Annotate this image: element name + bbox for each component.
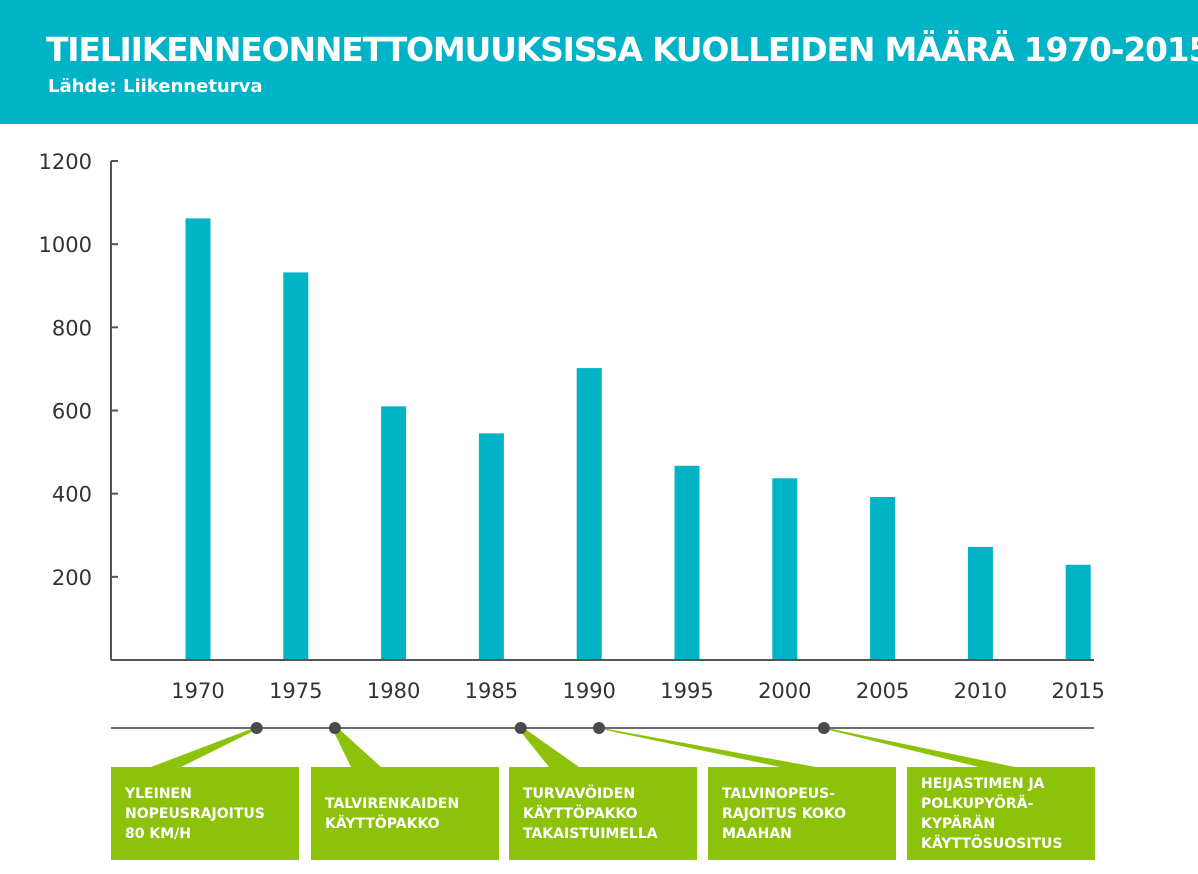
x-tick-label: 1970 — [171, 679, 224, 703]
y-tick-label: 600 — [52, 400, 92, 424]
bar-2010 — [967, 546, 993, 660]
y-tick-label: 1200 — [39, 150, 92, 174]
timeline-dot — [592, 722, 605, 734]
timeline-dot — [328, 722, 341, 734]
y-tick-label: 1000 — [39, 233, 92, 257]
bar-1995 — [674, 465, 700, 660]
timeline-event-box: TURVAVÖIDEN KÄYTTÖPAKKO TAKAISTUIMELLA — [509, 767, 697, 860]
bar-2005 — [870, 496, 896, 660]
timeline-event-box: HEIJASTIMEN JA POLKUPYÖRÄ- KYPÄRÄN KÄYTT… — [907, 767, 1095, 860]
timeline-connector — [820, 728, 1015, 767]
y-tick-label: 400 — [52, 483, 92, 507]
chart-title: TIELIIKENNEONNETTOMUUKSISSA KUOLLEIDEN M… — [46, 30, 1198, 69]
bar-1980 — [381, 406, 407, 660]
timeline-dot — [250, 722, 263, 734]
x-tick-label: 1990 — [562, 679, 615, 703]
x-tick-label: 1985 — [465, 679, 518, 703]
timeline-connector — [151, 728, 260, 767]
bar-1975 — [283, 272, 309, 660]
timeline-connector — [517, 728, 579, 767]
bar-2015 — [1065, 564, 1091, 660]
bar-2000 — [772, 478, 798, 660]
x-tick-label: 1995 — [660, 679, 713, 703]
x-tick-label: 1975 — [269, 679, 322, 703]
timeline-connector — [331, 728, 381, 767]
timeline-dot — [514, 722, 527, 734]
y-tick-label: 200 — [52, 566, 92, 590]
x-tick-label: 2015 — [1051, 679, 1104, 703]
header-banner: TIELIIKENNEONNETTOMUUKSISSA KUOLLEIDEN M… — [0, 0, 1198, 124]
x-tick-label: 2005 — [856, 679, 909, 703]
x-tick-label: 2010 — [954, 679, 1007, 703]
source-label: Lähde: Liikenneturva — [48, 76, 263, 97]
bar-1970 — [185, 218, 211, 660]
x-tick-label: 1980 — [367, 679, 420, 703]
timeline-dot — [817, 722, 830, 734]
bar-1990 — [576, 368, 602, 660]
timeline-event-box: YLEINEN NOPEUSRAJOITUS 80 KM/H — [111, 767, 299, 860]
y-tick-label: 800 — [52, 316, 92, 340]
timeline-connector — [595, 728, 816, 767]
timeline-event-box: TALVIRENKAIDEN KÄYTTÖPAKKO — [311, 767, 499, 860]
timeline-event-box: TALVINOPEUS- RAJOITUS KOKO MAAHAN — [708, 767, 896, 860]
bar-1985 — [478, 433, 504, 660]
x-tick-label: 2000 — [758, 679, 811, 703]
